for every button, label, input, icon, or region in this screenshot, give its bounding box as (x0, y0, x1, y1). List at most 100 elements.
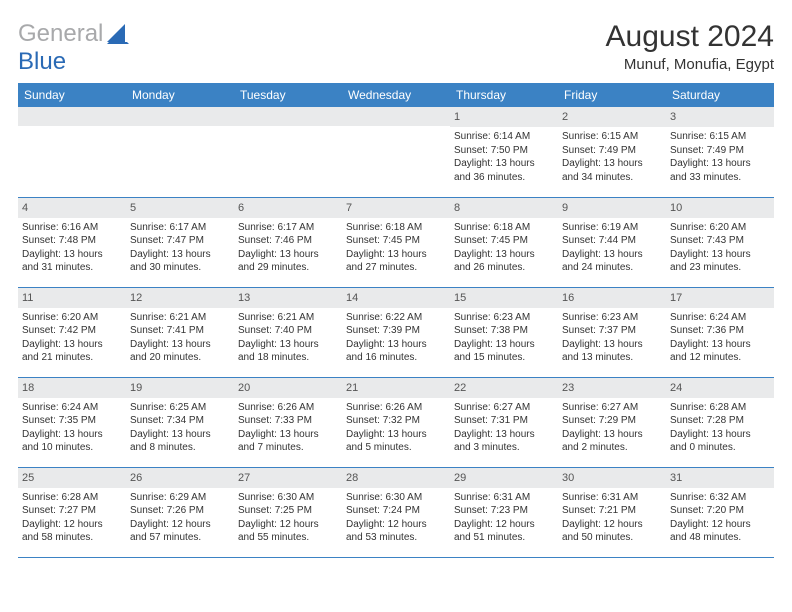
day-number: 10 (666, 198, 774, 218)
day-number: 31 (666, 468, 774, 488)
day-cell-22: 22 Sunrise: 6:27 AMSunset: 7:31 PMDayligh… (450, 377, 558, 467)
day-header-monday: Monday (126, 83, 234, 107)
day-cell-6: 6 Sunrise: 6:17 AMSunset: 7:46 PMDaylight… (234, 197, 342, 287)
day-cell-16: 16 Sunrise: 6:23 AMSunset: 7:37 PMDayligh… (558, 287, 666, 377)
day-cell-29: 29Sunrise: 6:31 AMSunset: 7:23 PMDayligh… (450, 467, 558, 557)
day-header-saturday: Saturday (666, 83, 774, 107)
week-row: 4Sunrise: 6:16 AMSunset: 7:48 PMDaylight… (18, 197, 774, 287)
calendar-table: SundayMondayTuesdayWednesdayThursdayFrid… (18, 83, 774, 558)
day-number: 29 (450, 468, 558, 488)
day-number: 24 (666, 378, 774, 398)
day-info: Sunrise: 6:26 AMSunset: 7:33 PMDaylight:… (238, 401, 338, 455)
day-cell-23: 23 Sunrise: 6:27 AMSunset: 7:29 PMDayligh… (558, 377, 666, 467)
day-info: Sunrise: 6:19 AMSunset: 7:44 PMDaylight:… (562, 221, 662, 275)
empty-day-bar (18, 107, 126, 126)
day-number: 11 (18, 288, 126, 308)
day-cell-28: 28 Sunrise: 6:30 AMSunset: 7:24 PMDayligh… (342, 467, 450, 557)
day-info: Sunrise: 6:15 AMSunset: 7:49 PMDaylight:… (562, 130, 662, 184)
day-number: 17 (666, 288, 774, 308)
day-cell-31: 31 Sunrise: 6:32 AMSunset: 7:20 PMDayligh… (666, 467, 774, 557)
day-number: 13 (234, 288, 342, 308)
empty-day-cell (342, 107, 450, 197)
day-number: 18 (18, 378, 126, 398)
day-cell-21: 21 Sunrise: 6:26 AMSunset: 7:32 PMDayligh… (342, 377, 450, 467)
day-number: 25 (18, 468, 126, 488)
day-info: Sunrise: 6:15 AMSunset: 7:49 PMDaylight:… (670, 130, 770, 184)
week-row: 25 Sunrise: 6:28 AMSunset: 7:27 PMDayligh… (18, 467, 774, 557)
day-info: Sunrise: 6:26 AMSunset: 7:32 PMDaylight:… (346, 401, 446, 455)
day-info: Sunrise: 6:32 AMSunset: 7:20 PMDaylight:… (670, 491, 770, 545)
empty-day-cell (18, 107, 126, 197)
day-info: Sunrise: 6:30 AMSunset: 7:25 PMDaylight:… (238, 491, 338, 545)
day-number: 19 (126, 378, 234, 398)
day-number: 5 (126, 198, 234, 218)
day-number: 26 (126, 468, 234, 488)
logo-text-gray: General (18, 20, 103, 48)
empty-day-cell (126, 107, 234, 197)
day-info: Sunrise: 6:18 AMSunset: 7:45 PMDaylight:… (346, 221, 446, 275)
day-info: Sunrise: 6:28 AMSunset: 7:28 PMDaylight:… (670, 401, 770, 455)
day-info: Sunrise: 6:22 AMSunset: 7:39 PMDaylight:… (346, 311, 446, 365)
empty-day-bar (126, 107, 234, 126)
calendar-page: General August 2024 Munuf, Monufia, Egyp… (0, 0, 792, 568)
day-info: Sunrise: 6:21 AMSunset: 7:41 PMDaylight:… (130, 311, 230, 365)
day-cell-1: 1Sunrise: 6:14 AMSunset: 7:50 PMDaylight… (450, 107, 558, 197)
day-info: Sunrise: 6:29 AMSunset: 7:26 PMDaylight:… (130, 491, 230, 545)
day-cell-15: 15Sunrise: 6:23 AMSunset: 7:38 PMDayligh… (450, 287, 558, 377)
logo-text-blue: Blue (18, 48, 66, 75)
week-row: 11 Sunrise: 6:20 AMSunset: 7:42 PMDayligh… (18, 287, 774, 377)
empty-day-bar (234, 107, 342, 126)
day-number: 21 (342, 378, 450, 398)
day-cell-4: 4Sunrise: 6:16 AMSunset: 7:48 PMDaylight… (18, 197, 126, 287)
day-cell-30: 30 Sunrise: 6:31 AMSunset: 7:21 PMDayligh… (558, 467, 666, 557)
logo-sail-icon (107, 24, 129, 44)
day-info: Sunrise: 6:27 AMSunset: 7:29 PMDaylight:… (562, 401, 662, 455)
day-info: Sunrise: 6:31 AMSunset: 7:21 PMDaylight:… (562, 491, 662, 545)
logo: General (18, 20, 131, 48)
day-cell-18: 18 Sunrise: 6:24 AMSunset: 7:35 PMDayligh… (18, 377, 126, 467)
day-cell-24: 24 Sunrise: 6:28 AMSunset: 7:28 PMDayligh… (666, 377, 774, 467)
day-number: 1 (450, 107, 558, 127)
day-cell-11: 11 Sunrise: 6:20 AMSunset: 7:42 PMDayligh… (18, 287, 126, 377)
day-number: 15 (450, 288, 558, 308)
day-number: 2 (558, 107, 666, 127)
day-info: Sunrise: 6:20 AMSunset: 7:43 PMDaylight:… (670, 221, 770, 275)
day-number: 28 (342, 468, 450, 488)
day-number: 7 (342, 198, 450, 218)
logo-blue-wrap: Blue (18, 48, 66, 76)
page-header: General August 2024 Munuf, Monufia, Egyp… (18, 20, 774, 73)
day-header-friday: Friday (558, 83, 666, 107)
day-number: 8 (450, 198, 558, 218)
day-number: 14 (342, 288, 450, 308)
empty-day-cell (234, 107, 342, 197)
day-cell-12: 12Sunrise: 6:21 AMSunset: 7:41 PMDayligh… (126, 287, 234, 377)
day-info: Sunrise: 6:23 AMSunset: 7:37 PMDaylight:… (562, 311, 662, 365)
day-info: Sunrise: 6:17 AMSunset: 7:46 PMDaylight:… (238, 221, 338, 275)
day-info: Sunrise: 6:24 AMSunset: 7:35 PMDaylight:… (22, 401, 122, 455)
day-cell-26: 26 Sunrise: 6:29 AMSunset: 7:26 PMDayligh… (126, 467, 234, 557)
day-cell-5: 5Sunrise: 6:17 AMSunset: 7:47 PMDaylight… (126, 197, 234, 287)
day-cell-9: 9 Sunrise: 6:19 AMSunset: 7:44 PMDaylight… (558, 197, 666, 287)
day-info: Sunrise: 6:30 AMSunset: 7:24 PMDaylight:… (346, 491, 446, 545)
day-number: 23 (558, 378, 666, 398)
title-block: August 2024 Munuf, Monufia, Egypt (606, 20, 774, 73)
day-cell-7: 7 Sunrise: 6:18 AMSunset: 7:45 PMDaylight… (342, 197, 450, 287)
day-info: Sunrise: 6:21 AMSunset: 7:40 PMDaylight:… (238, 311, 338, 365)
day-number: 16 (558, 288, 666, 308)
day-number: 4 (18, 198, 126, 218)
empty-day-bar (342, 107, 450, 126)
day-cell-25: 25 Sunrise: 6:28 AMSunset: 7:27 PMDayligh… (18, 467, 126, 557)
day-header-thursday: Thursday (450, 83, 558, 107)
month-title: August 2024 (606, 20, 774, 54)
day-number: 9 (558, 198, 666, 218)
day-cell-13: 13 Sunrise: 6:21 AMSunset: 7:40 PMDayligh… (234, 287, 342, 377)
day-info: Sunrise: 6:27 AMSunset: 7:31 PMDaylight:… (454, 401, 554, 455)
day-info: Sunrise: 6:28 AMSunset: 7:27 PMDaylight:… (22, 491, 122, 545)
day-cell-3: 3Sunrise: 6:15 AMSunset: 7:49 PMDaylight… (666, 107, 774, 197)
week-row: 18 Sunrise: 6:24 AMSunset: 7:35 PMDayligh… (18, 377, 774, 467)
day-number: 6 (234, 198, 342, 218)
day-number: 22 (450, 378, 558, 398)
day-info: Sunrise: 6:20 AMSunset: 7:42 PMDaylight:… (22, 311, 122, 365)
day-info: Sunrise: 6:18 AMSunset: 7:45 PMDaylight:… (454, 221, 554, 275)
day-number: 30 (558, 468, 666, 488)
